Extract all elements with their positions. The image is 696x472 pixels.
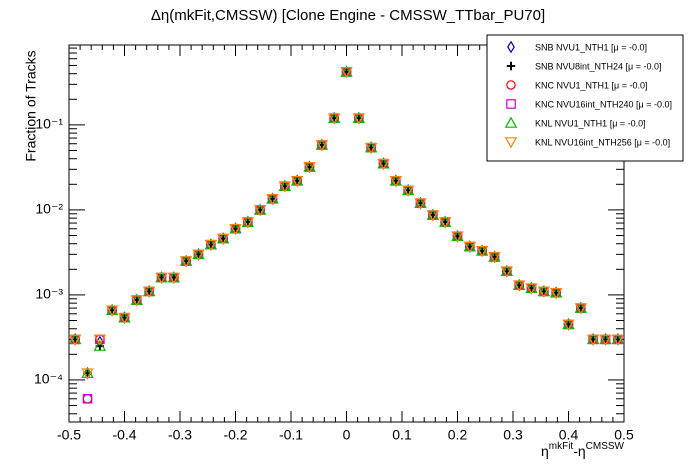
marker-triangle <box>504 116 518 128</box>
marker-triangle-down <box>155 272 168 284</box>
y-tick-label: 10⁻² <box>35 201 63 217</box>
marker-triangle-down <box>401 185 415 197</box>
legend-label: SNB NVU1_NTH1 [μ = -0.0] <box>535 42 647 52</box>
marker-triangle-down <box>179 256 193 268</box>
marker-triangle-down <box>364 142 378 155</box>
marker-triangle-down <box>377 158 390 171</box>
chart-title: Δη(mkFit,CMSSW) [Clone Engine - CMSSW_TT… <box>151 7 545 24</box>
legend-label: KNC NVU1_NTH1 [μ = -0.0] <box>535 80 647 90</box>
marker-triangle-down <box>512 280 526 292</box>
marker-triangle-down <box>574 303 588 315</box>
marker-cross <box>506 61 516 71</box>
marker-triangle-down <box>216 233 230 246</box>
x-tick-label: 0.2 <box>448 427 468 443</box>
x-tick-label: 0.3 <box>503 427 523 443</box>
legend-box <box>486 34 684 162</box>
marker-triangle <box>93 339 107 351</box>
x-tick-label: -0.2 <box>223 427 247 443</box>
x-tick-label: 0 <box>343 427 351 443</box>
x-tick-label: -0.5 <box>57 427 81 443</box>
legend-label: KNC NVU16int_NTH240 [μ = -0.0] <box>535 99 672 109</box>
y-tick-label: 10⁻⁴ <box>34 371 63 387</box>
marker-triangle-down <box>241 217 255 229</box>
marker-triangle-down <box>525 283 538 295</box>
y-tick-label: 10⁻¹ <box>35 116 63 132</box>
x-tick-label: -0.1 <box>279 427 303 443</box>
marker-triangle-down <box>599 334 612 346</box>
x-axis-label: ηmkFit-ηCMSSW <box>541 441 625 459</box>
marker-triangle-down <box>315 140 329 152</box>
marker-diamond <box>507 40 515 54</box>
marker-triangle-down <box>352 113 366 125</box>
marker-triangle-down <box>192 249 205 261</box>
marker-triangle-down <box>562 319 575 331</box>
y-tick-label: 10⁻³ <box>35 286 63 302</box>
x-tick-label: 0.4 <box>559 427 579 443</box>
marker-triangle-down <box>586 334 600 346</box>
marker-circle <box>506 80 516 90</box>
x-label-part: mkFit <box>549 441 574 452</box>
x-tick-label: -0.4 <box>112 427 136 443</box>
marker-square <box>82 393 93 404</box>
x-tick-label: -0.3 <box>168 427 192 443</box>
marker-triangle-down <box>167 272 181 284</box>
x-label-part: η <box>541 443 549 459</box>
marker-square <box>506 99 516 109</box>
marker-triangle-down <box>142 286 156 298</box>
y-axis-label: Fraction of Tracks <box>23 50 39 161</box>
marker-triangle-down <box>68 334 82 346</box>
marker-triangle-down <box>130 295 144 307</box>
marker-triangle-down <box>438 217 452 229</box>
legend-label: KNL NVU1_NTH1 [μ = -0.0] <box>535 118 646 128</box>
marker-triangle-down <box>278 181 292 193</box>
marker-triangle-down <box>463 241 477 254</box>
marker-triangle-down <box>389 175 403 188</box>
x-label-part: CMSSW <box>586 441 625 452</box>
marker-triangle-down <box>500 266 514 278</box>
marker-triangle-down <box>327 113 341 125</box>
marker-triangle-down <box>204 239 218 252</box>
marker-triangle-down <box>488 252 501 264</box>
marker-triangle-down <box>253 205 267 217</box>
marker-triangle-down <box>229 223 242 236</box>
legend-label: SNB NVU8int_NTH24 [μ = -0.0] <box>535 61 661 71</box>
marker-triangle-down <box>93 334 107 346</box>
marker-triangle-down <box>290 175 304 188</box>
marker-triangle-down <box>426 210 440 222</box>
marker-triangle-down <box>105 305 119 317</box>
marker-triangle-down <box>451 231 464 243</box>
marker-triangle-down <box>504 137 518 149</box>
marker-triangle-down <box>81 368 94 380</box>
marker-triangle-down <box>549 287 563 300</box>
marker-triangle-down <box>266 194 279 206</box>
marker-triangle-down <box>611 334 625 346</box>
marker-triangle-down <box>303 162 316 174</box>
x-tick-label: 0.1 <box>392 427 412 443</box>
x-label-part: -η <box>573 443 585 459</box>
marker-triangle-down <box>537 286 551 298</box>
x-tick-label: 0.5 <box>614 427 634 443</box>
marker-triangle-down <box>475 246 489 258</box>
marker-triangle-down <box>118 312 131 325</box>
marker-triangle-down <box>340 67 353 79</box>
legend-label: KNL NVU16int_NTH256 [μ = -0.0] <box>535 137 670 147</box>
marker-triangle-down <box>414 198 427 210</box>
